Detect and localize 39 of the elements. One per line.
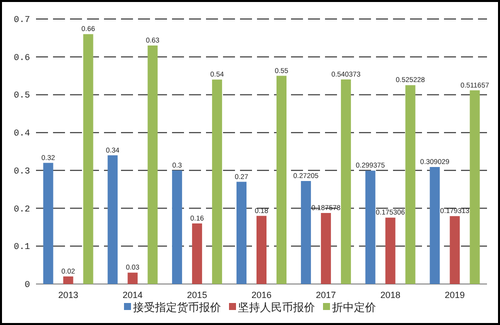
- legend-label: 接受指定货币报价: [133, 301, 221, 314]
- bar: [148, 46, 158, 284]
- bar: [385, 218, 396, 284]
- x-tick-label: 2015: [187, 290, 208, 300]
- bar: [405, 85, 416, 284]
- bar: [192, 223, 202, 284]
- y-tick-label: 0.3: [14, 166, 30, 176]
- bar: [300, 181, 311, 284]
- bar: [276, 76, 286, 284]
- bar: [236, 182, 246, 284]
- bar: [108, 155, 118, 284]
- x-tick-label: 2018: [380, 290, 400, 300]
- bar: [256, 216, 266, 284]
- x-tick-label: 2014: [122, 290, 143, 300]
- legend-label: 折中定价: [332, 301, 376, 314]
- y-tick-label: 0.2: [14, 204, 30, 214]
- bar: [470, 90, 480, 284]
- y-tick-label: 0.6: [14, 52, 30, 63]
- legend-label: 坚持人民币报价: [238, 301, 315, 314]
- y-tick-label: 0.5: [14, 90, 30, 101]
- x-tick-label: 2017: [316, 290, 336, 300]
- bar: [172, 170, 182, 284]
- x-tick-label: 2013: [58, 290, 78, 300]
- bar: [450, 216, 460, 284]
- y-tick-label: 0.4: [14, 128, 30, 139]
- x-tick-label: 2019: [444, 290, 465, 300]
- bar: [340, 79, 351, 284]
- bar: [212, 80, 222, 284]
- y-tick-label: 0.1: [14, 242, 30, 252]
- bar: [430, 167, 440, 284]
- bar: [43, 162, 54, 284]
- bar: [83, 34, 94, 284]
- y-tick-label: 0: [24, 280, 30, 290]
- bar: [365, 170, 376, 284]
- bar: [63, 276, 74, 284]
- bar: [128, 272, 138, 284]
- x-tick-label: 2016: [251, 290, 272, 300]
- y-tick-label: 0.7: [14, 15, 30, 25]
- bar: [320, 212, 331, 284]
